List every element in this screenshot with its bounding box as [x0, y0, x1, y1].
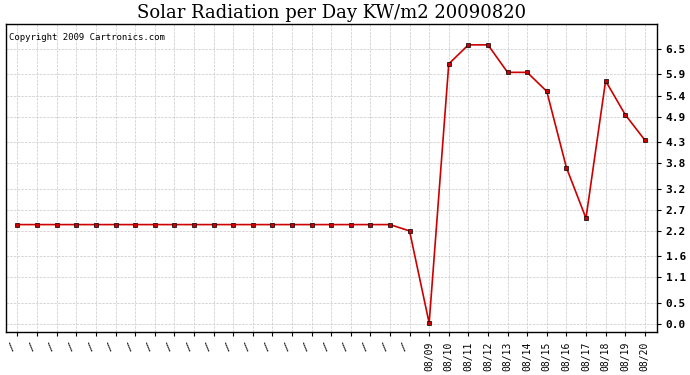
Title: Solar Radiation per Day KW/m2 20090820: Solar Radiation per Day KW/m2 20090820: [137, 4, 526, 22]
Text: Copyright 2009 Cartronics.com: Copyright 2009 Cartronics.com: [9, 33, 165, 42]
